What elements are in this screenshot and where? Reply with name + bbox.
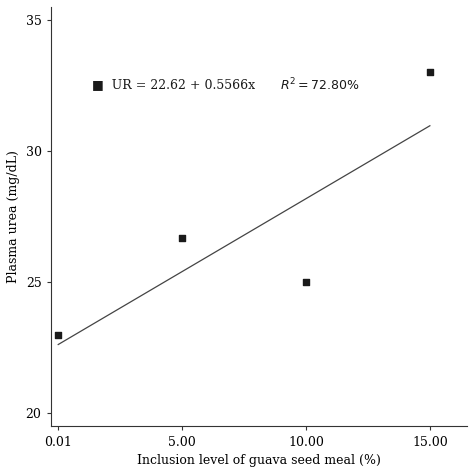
Point: [302, 278, 310, 286]
Text: ■  UR = 22.62 + 0.5566x: ■ UR = 22.62 + 0.5566x: [92, 78, 255, 91]
Text: $R^2 = 72.80\%$: $R^2 = 72.80\%$: [280, 76, 359, 93]
Point: [178, 234, 186, 241]
Point: [55, 331, 62, 338]
Point: [426, 69, 434, 76]
X-axis label: Inclusion level of guava seed meal (%): Inclusion level of guava seed meal (%): [137, 454, 381, 467]
Y-axis label: Plasma urea (mg/dL): Plasma urea (mg/dL): [7, 150, 20, 283]
